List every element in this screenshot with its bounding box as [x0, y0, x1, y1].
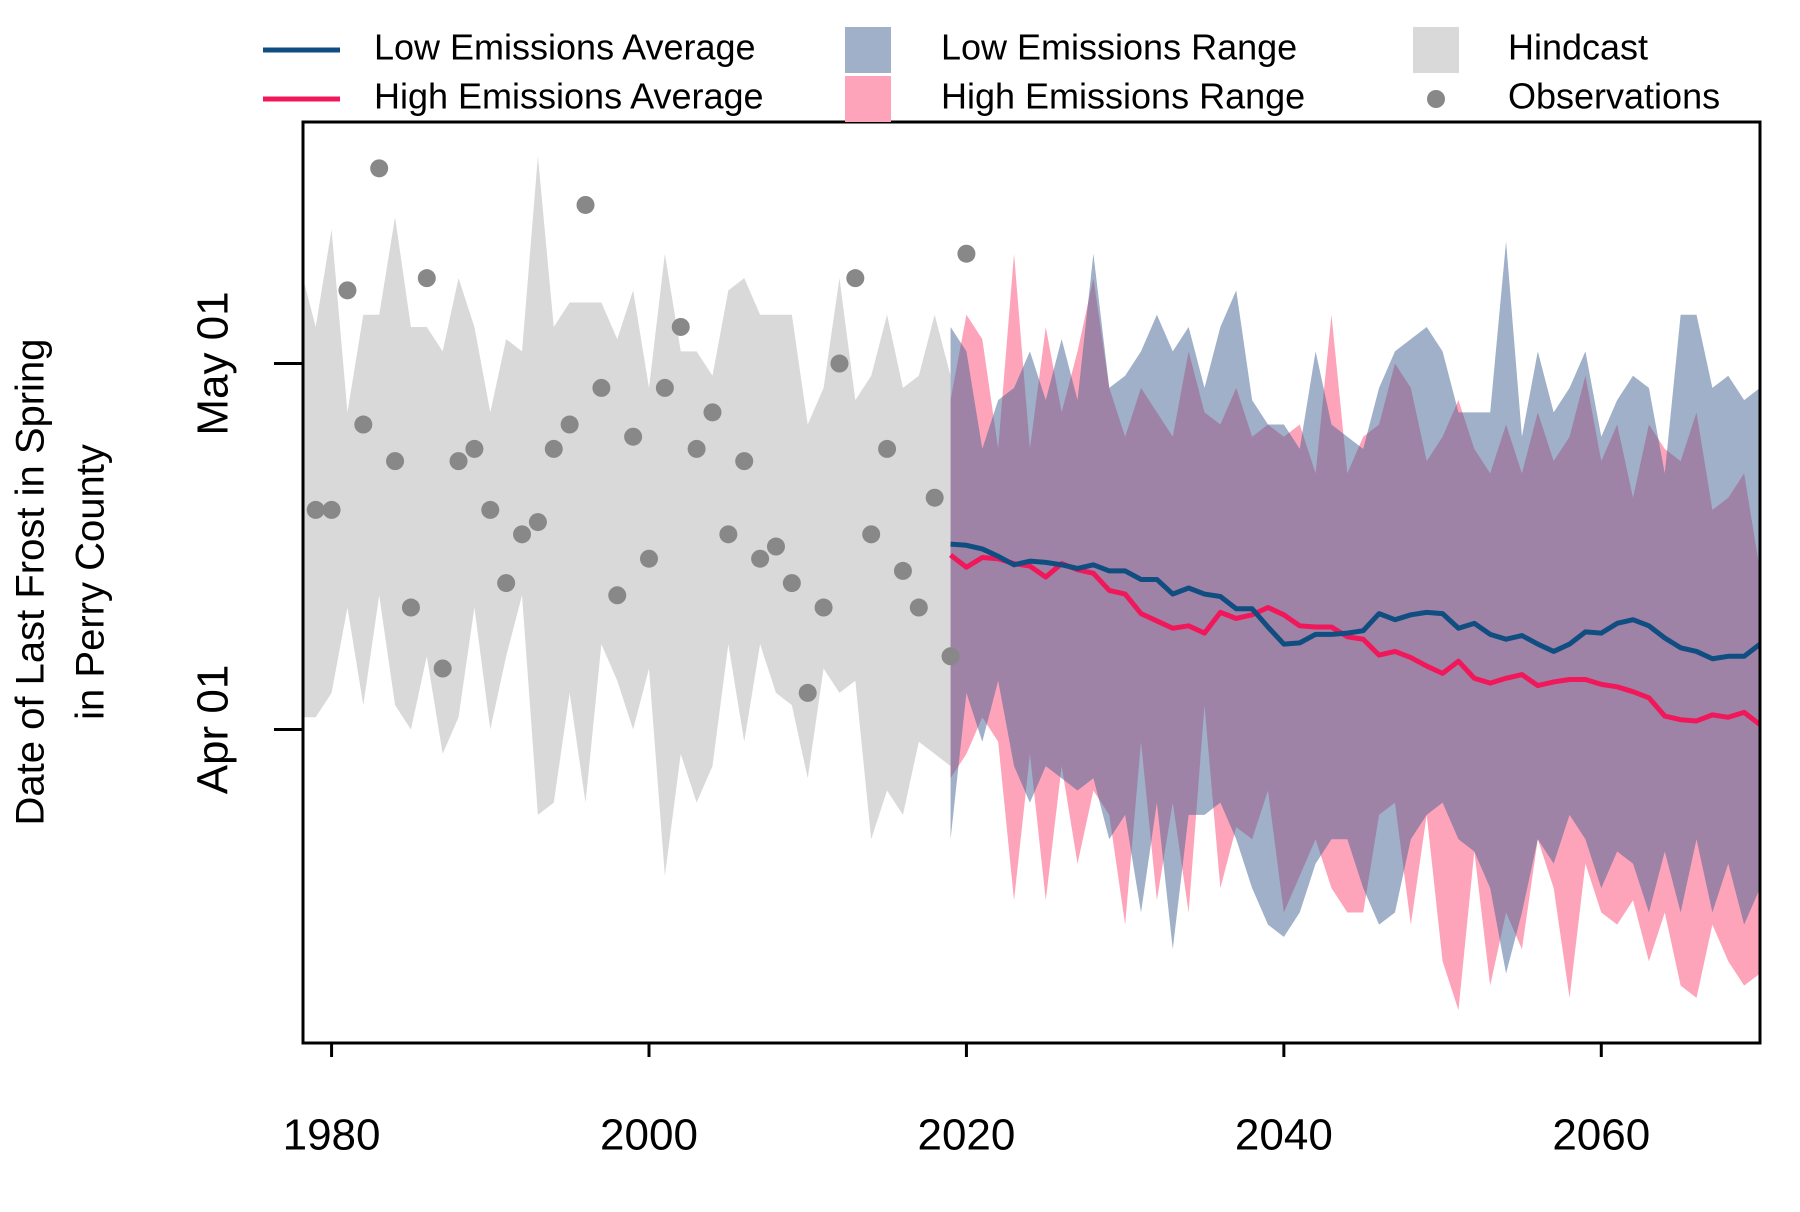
average-line	[950, 541, 1760, 662]
observation-point	[544, 439, 563, 458]
observation-point	[513, 525, 532, 544]
observation-point	[909, 598, 928, 617]
observation-point	[639, 549, 658, 568]
x-tick-label: 2020	[917, 1111, 1015, 1160]
observation-point	[386, 452, 405, 471]
observation-point	[481, 500, 500, 519]
observation-point	[433, 659, 452, 678]
x-tick-label: 2040	[1235, 1111, 1333, 1160]
observation-point	[703, 403, 722, 422]
observation-point	[354, 415, 373, 434]
observation-point	[338, 281, 357, 300]
y-axis-label: in Perry County	[69, 444, 113, 720]
legend-swatch	[1427, 90, 1445, 108]
legend-label: Observations	[1508, 76, 1720, 117]
observation-point	[576, 195, 595, 214]
observation-point	[497, 574, 516, 593]
x-tick-label: 1980	[283, 1111, 381, 1160]
observation-point	[798, 683, 817, 702]
observation-point	[417, 269, 436, 288]
observation-point	[671, 317, 690, 336]
observation-point	[322, 500, 341, 519]
legend-label: High Emissions Range	[941, 76, 1305, 117]
observation-point	[862, 525, 881, 544]
y-tick-label: May 01	[189, 291, 238, 435]
observation-point	[655, 378, 674, 397]
observation-point	[719, 525, 738, 544]
y-tick-label: Apr 01	[189, 665, 238, 795]
y-axis-label: Date of Last Frost in Spring	[9, 339, 53, 826]
range-band	[950, 241, 1760, 974]
observation-point	[766, 537, 785, 556]
observation-point	[846, 269, 865, 288]
observation-point	[814, 598, 833, 617]
observation-point	[925, 488, 944, 507]
observation-point	[306, 500, 325, 519]
legend-swatch	[1413, 27, 1459, 73]
legend-label: High Emissions Average	[374, 76, 764, 117]
observation-point	[735, 452, 754, 471]
legend-swatch	[845, 27, 891, 73]
observation-point	[893, 561, 912, 580]
observation-point	[830, 354, 849, 373]
observation-point	[624, 427, 643, 446]
plot-frame	[301, 120, 1762, 1045]
observation-point	[465, 439, 484, 458]
range-band	[303, 156, 951, 876]
observation-point	[957, 244, 976, 263]
observation-point	[370, 159, 389, 178]
observation-point	[687, 439, 706, 458]
observation-point	[401, 598, 420, 617]
observation-point	[751, 549, 770, 568]
legend-label: Low Emissions Average	[374, 27, 756, 68]
observation-point	[528, 513, 547, 532]
legend-label: Low Emissions Range	[941, 27, 1297, 68]
x-tick-label: 2060	[1552, 1111, 1650, 1160]
legend-label: Hindcast	[1508, 27, 1648, 68]
observation-point	[941, 647, 960, 666]
observation-point	[449, 452, 468, 471]
x-tick-label: 2000	[600, 1111, 698, 1160]
observation-point	[560, 415, 579, 434]
legend-swatch	[845, 76, 891, 122]
plot-area	[303, 156, 1760, 1011]
observation-point	[608, 586, 627, 605]
observation-point	[592, 378, 611, 397]
average-line	[949, 553, 1760, 727]
observation-point	[782, 574, 801, 593]
observation-point	[878, 439, 897, 458]
